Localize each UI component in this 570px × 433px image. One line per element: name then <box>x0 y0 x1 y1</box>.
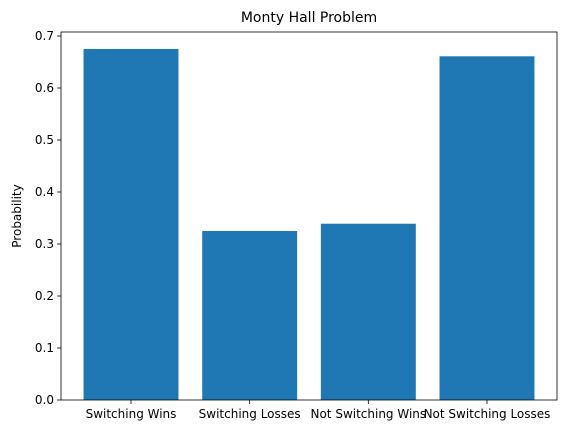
bar-3 <box>439 56 535 400</box>
bar-1 <box>202 231 298 400</box>
y-axis-label: Probability <box>10 184 24 247</box>
plot-frame <box>60 31 558 401</box>
y-tick-label-7: 0.7 <box>35 29 54 43</box>
x-tick-label-1: Switching Losses <box>199 407 301 421</box>
x-tick-label-2: Not Switching Wins <box>310 407 426 421</box>
y-tick-label-2: 0.2 <box>35 289 54 303</box>
x-axis-ticks: Switching Wins Switching Losses Not Switch… <box>86 400 551 421</box>
y-tick-label-5: 0.5 <box>35 133 54 147</box>
y-tick-label-6: 0.6 <box>35 81 54 95</box>
bar-2 <box>320 223 416 400</box>
chart-title: Monty Hall Problem <box>241 10 377 26</box>
y-axis-ticks: 0.0 0.1 0.2 0.3 0.4 0.5 0.6 0.7 <box>35 29 61 407</box>
y-tick-label-4: 0.4 <box>35 185 54 199</box>
y-tick-label-1: 0.1 <box>35 341 54 355</box>
y-tick-label-3: 0.3 <box>35 237 54 251</box>
x-tick-label-3: Not Switching Losses <box>424 407 551 421</box>
y-tick-label-0: 0.0 <box>35 393 54 407</box>
bar-0 <box>83 49 179 400</box>
bars <box>83 49 535 400</box>
x-tick-label-0: Switching Wins <box>86 407 177 421</box>
